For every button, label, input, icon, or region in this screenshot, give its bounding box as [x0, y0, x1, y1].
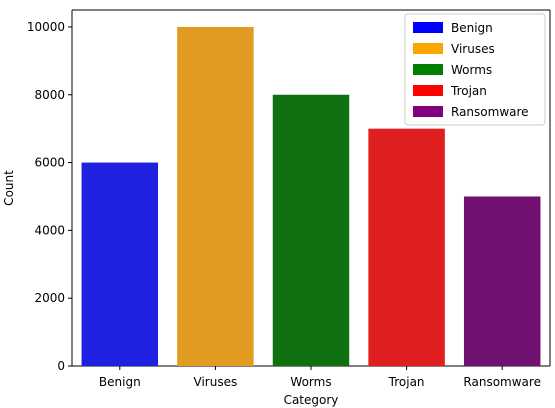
legend-swatch-benign: [413, 22, 443, 33]
y-tick-label: 10000: [27, 20, 65, 34]
legend-label-ransomware: Ransomware: [451, 105, 529, 119]
legend-frame: [404, 13, 546, 126]
x-tick-label: Worms: [290, 375, 331, 389]
legend-swatch-worms: [413, 64, 443, 75]
y-tick-label: 0: [57, 359, 65, 373]
x-tick-label: Viruses: [194, 375, 238, 389]
bar-benign: [81, 162, 159, 366]
legend-label-worms: Worms: [451, 63, 492, 77]
x-tick-label: Ransomware: [463, 375, 541, 389]
y-tick-label: 8000: [34, 88, 65, 102]
x-tick-label: Trojan: [388, 375, 425, 389]
legend-swatch-ransomware: [413, 106, 443, 117]
y-tick-label: 2000: [34, 291, 65, 305]
bar-trojan: [368, 128, 445, 366]
x-ticks: Benign Viruses Worms Trojan Ransomware: [99, 366, 541, 389]
legend-label-benign: Benign: [451, 21, 493, 35]
legend-swatch-trojan: [413, 85, 443, 96]
legend-swatch-viruses: [413, 43, 443, 54]
bars-group: [81, 26, 541, 366]
y-tick-label: 6000: [34, 156, 65, 170]
legend-label-viruses: Viruses: [451, 42, 495, 56]
x-tick-label: Benign: [99, 375, 141, 389]
legend: Benign Viruses Worms Trojan Ransomware: [404, 13, 546, 126]
bar-viruses: [177, 26, 254, 366]
y-tick-label: 4000: [34, 223, 65, 237]
legend-label-trojan: Trojan: [450, 84, 487, 98]
bar-ransomware: [463, 196, 541, 366]
bar-worms: [272, 94, 350, 366]
y-axis-label: Count: [2, 170, 16, 206]
y-ticks: 0 2000 4000 6000 8000 10000: [27, 20, 72, 373]
x-axis-label: Category: [284, 393, 339, 407]
